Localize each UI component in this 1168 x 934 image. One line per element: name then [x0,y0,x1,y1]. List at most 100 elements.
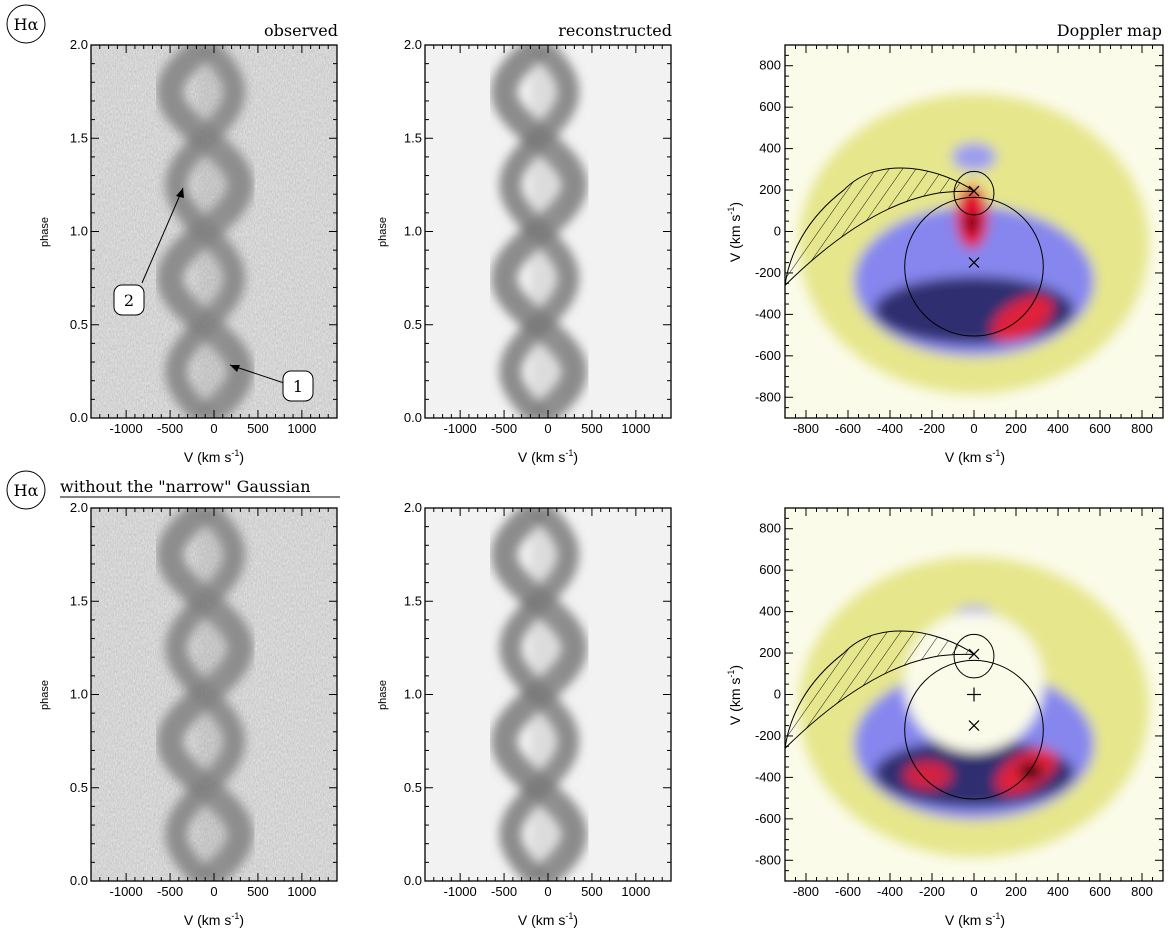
y-tick-label: -200 [755,265,781,280]
y-tick-label: -800 [755,852,781,867]
arrow-head [230,365,240,372]
x-tick-label: -200 [919,884,945,899]
x-tick-label: -500 [157,421,183,436]
y-tick-label: 400 [759,604,781,619]
y-axis-label: V (km s-1) [726,665,743,725]
central-emission [530,45,561,418]
x-tick-label: 500 [581,421,603,436]
central-hole [904,612,1044,753]
y-tick-label: 800 [759,521,781,536]
x-tick-label: -600 [835,884,861,899]
doppler-map-panel: Doppler map -800 -800 -600 -600 -400 -400 -200… [726,21,1164,465]
x-tick-label: -500 [491,421,517,436]
row-label-text: Hα [14,481,39,500]
top-blob [952,142,996,171]
row-2: Hα without the "narrow" Gaussian -1000 -5… [6,470,1164,928]
y-tick-label: -400 [755,769,781,784]
trail-axes: -1000 -500 0 500 1000 0.0 0.5 1.0 1.5 2.0 [70,37,338,436]
gas-stream [785,630,976,750]
trail-image [425,45,671,418]
map-emission [799,93,1149,394]
y-tick-label: 0 [774,687,781,702]
x-tick-label: 1000 [621,884,650,899]
y-tick-label: 2.0 [70,500,88,515]
x-tick-label: -1000 [444,884,477,899]
x-tick-label: 500 [247,884,269,899]
x-tick-label: -400 [877,884,903,899]
trail-image [425,508,671,881]
y-axis-label: phase [39,680,51,710]
disk-circle [904,659,1044,800]
x-axis-label: V (km s-1) [518,911,578,928]
x-tick-label: 600 [1089,421,1111,436]
row-1: Hα observed -1000 -500 0 500 10000.00.51.01.… [6,4,1164,465]
annotation-box [113,284,145,316]
trail-axes: -1000 -500 0 500 1000 0.0 0.5 1.0 1.5 2.0 [404,500,672,899]
y-tick-label: 1.5 [404,593,422,608]
y-tick-label: 0 [774,224,781,239]
emission-core [964,216,979,231]
x-tick-label: 0 [210,884,217,899]
y-tick-label: 0.5 [70,780,88,795]
x-tick-label: -500 [157,884,183,899]
x-tick-label: 600 [1089,884,1111,899]
disk-circle [904,196,1044,337]
y-tick-label: -800 [755,389,781,404]
annotation-2: 2 [113,187,184,316]
x-tick-label: 0 [970,884,977,899]
x-tick-label: 200 [1005,884,1027,899]
observed-trail-panel: observed -1000 -500 0 500 1000 0.0 0.5 1.0 1.5 2.… [39,21,338,465]
trail-swaves [491,508,588,881]
roche-lobe [953,170,995,216]
y-tick-label: 200 [759,182,781,197]
panel-title: Doppler map [1057,21,1162,40]
x-tick-label: -800 [793,884,819,899]
x-tick-label: 0 [544,421,551,436]
x-tick-label: 0 [210,421,217,436]
y-axis-label: phase [39,217,51,247]
row-subtitle: without the "narrow" Gaussian [60,477,311,496]
map-emission [799,556,1149,857]
y-tick-label: 0.0 [70,873,88,888]
trail-axes: -1000 -500 0 500 1000 0.0 0.5 1.0 1.5 2.0 [404,37,672,436]
y-axis-label: V (km s-1) [726,202,743,262]
central-emission [530,508,561,881]
y-tick-label: 2.0 [404,37,422,52]
x-tick-label: 400 [1047,884,1069,899]
doppler-intensity [785,45,1163,418]
primary-marker [968,257,980,269]
annotation-arrow [141,187,184,284]
panel-title: reconstructed [558,21,672,40]
y-tick-label: 0.0 [404,873,422,888]
y-tick-label: 1.0 [70,687,88,702]
x-tick-label: -400 [877,421,903,436]
roche-overlay [785,630,1044,800]
roche-overlay [785,167,1044,337]
overlay-clipped [785,630,1044,800]
y-tick-label: 1.0 [404,224,422,239]
y-tick-label: 200 [759,645,781,660]
x-axis-label: V (km s-1) [184,911,244,928]
second-spot [903,761,952,790]
x-tick-label: 1000 [621,421,650,436]
roche-lobe [953,633,995,679]
trail-axes: -1000 -500 0 500 1000 0.0 0.5 1.0 1.5 2.0 [70,500,338,899]
annotation-box [282,370,314,402]
overlay-clipped [785,167,1044,337]
doppler-axes: -800 -800 -600 -600 -400 -400 -200 -200 0 0 200 200… [755,507,1164,899]
x-tick-label: 200 [1005,421,1027,436]
y-tick-label: 800 [759,58,781,73]
y-tick-label: 0.5 [70,317,88,332]
annotation-1: 1 [229,364,314,402]
reconstructed-trail-panel: -1000 -500 0 500 1000 0.0 0.5 1.0 1.5 2.0 phase V… [377,500,672,928]
x-tick-label: -1000 [110,884,143,899]
y-tick-label: 0.0 [404,410,422,425]
x-tick-label: 0 [544,884,551,899]
row-label-circle [6,4,46,44]
x-tick-label: -600 [835,421,861,436]
trail-swaves [491,45,588,418]
x-tick-label: 1000 [287,884,316,899]
x-tick-label: 0 [970,421,977,436]
annotation-arrow [229,364,285,384]
